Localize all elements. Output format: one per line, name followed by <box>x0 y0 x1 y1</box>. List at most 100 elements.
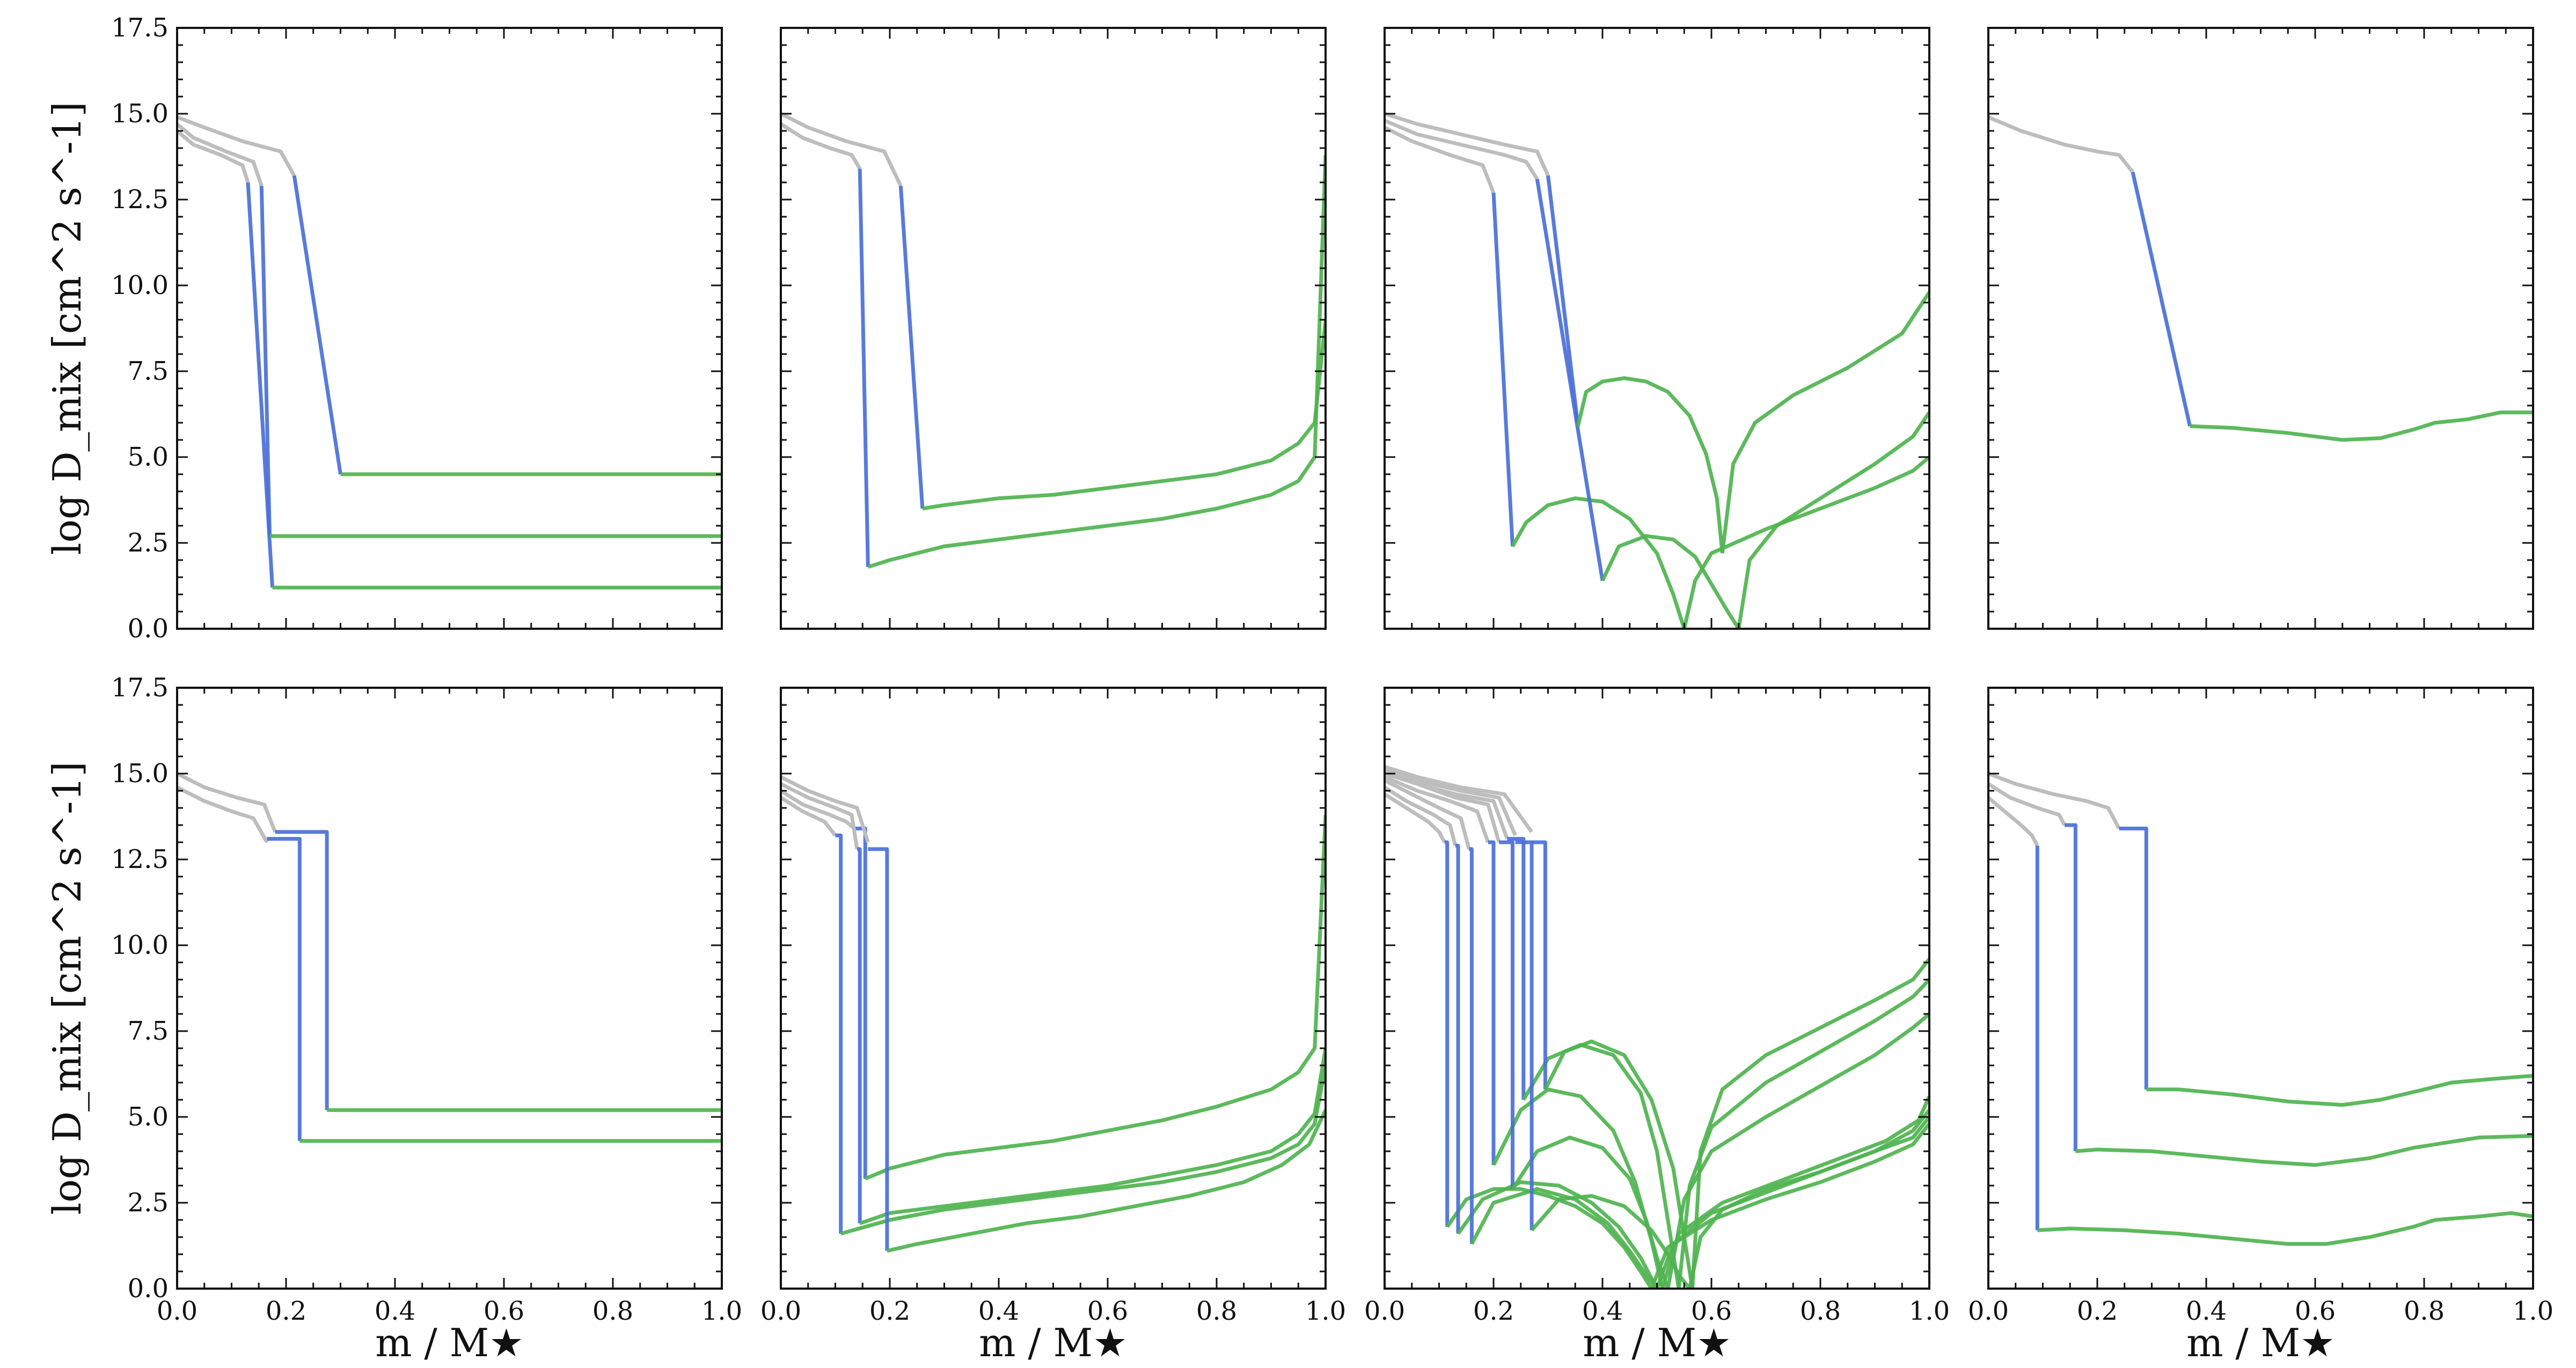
series-line-envelope_mixing-2 <box>867 155 1326 569</box>
series-line-overshoot-4 <box>898 186 925 509</box>
x-tick-label: 1.0 <box>2513 1296 2553 1326</box>
series-group <box>781 112 1326 569</box>
series-line-envelope_mixing-5 <box>922 319 1326 511</box>
y-tick-label: 7.5 <box>128 356 169 386</box>
series-line-overshoot-16 <box>1507 837 1526 1100</box>
series-line-envelope_mixing-23 <box>1543 1039 1694 1289</box>
x-tick-label: 0.4 <box>375 1296 415 1326</box>
panel-row1-col2 <box>780 27 1327 630</box>
y-tick-label: 2.5 <box>128 1188 169 1218</box>
x-tick-label: 0.6 <box>1087 1296 1128 1326</box>
series-line-overshoot-22 <box>1532 840 1547 1090</box>
series-line-envelope_mixing-28 <box>1677 978 1929 1289</box>
panel-row1-col1: 0.0 2.5 5.0 7.5 10.0 12.5 15.0 17.5 <box>111 13 723 644</box>
series-line-envelope-3 <box>177 122 264 187</box>
series-group <box>1385 764 1929 1289</box>
series-line-envelope_mixing-2 <box>2037 1211 2533 1246</box>
series-line-envelope-0 <box>1385 126 1496 194</box>
series-line-overshoot-1 <box>1444 840 1450 1227</box>
x-tick-label: 1.0 <box>1305 1296 1346 1326</box>
x-tick-label: 0.8 <box>592 1296 633 1326</box>
x-tick-label: 0.0 <box>1968 1296 2009 1326</box>
x-tick-label: 0.0 <box>1364 1296 1405 1326</box>
series-line-envelope_mixing-29 <box>1690 958 1929 1289</box>
panel-row1-col3 <box>1384 27 1930 630</box>
series-line-overshoot-1 <box>1491 193 1514 547</box>
series-line-envelope_mixing-8 <box>2146 1073 2533 1107</box>
series-line-envelope_mixing-8 <box>1470 1187 1659 1289</box>
y-tick-label: 12.5 <box>111 844 169 874</box>
series-line-envelope-15 <box>1385 771 1509 840</box>
series-line-overshoot-7 <box>2119 826 2148 1090</box>
series-group <box>1988 115 2533 442</box>
axes-frame <box>1987 27 2534 630</box>
panel-row2-col4: 0.0 0.2 0.4 0.6 0.8 1.0 <box>1968 687 2553 1326</box>
series-line-envelope-3 <box>781 789 856 830</box>
series-line-overshoot-7 <box>1469 847 1474 1244</box>
x-tick-label: 0.2 <box>2077 1296 2118 1326</box>
series-line-envelope-0 <box>1988 115 2134 173</box>
y-tick-label: 5.0 <box>128 1102 169 1132</box>
y-tick-label: 0.0 <box>128 614 169 644</box>
x-tick-label: 1.0 <box>1909 1296 1950 1326</box>
x-tick-label: 0.8 <box>2404 1296 2445 1326</box>
axes-frame <box>176 687 723 1290</box>
series-line-envelope-6 <box>177 115 296 176</box>
y-tick-label: 17.5 <box>111 13 169 43</box>
series-line-envelope-0 <box>781 122 862 170</box>
y-tick-label: 2.5 <box>128 528 169 558</box>
series-line-envelope-9 <box>1385 775 1490 843</box>
series-line-envelope_mixing-17 <box>1521 1043 1681 1289</box>
series-line-envelope_mixing-26 <box>1660 1095 1929 1289</box>
y-tick-label: 0.0 <box>128 1274 169 1304</box>
series-line-overshoot-10 <box>868 847 889 1251</box>
y-tick-label: 12.5 <box>111 185 169 215</box>
x-axis-label-col2: m / M★ <box>979 1320 1128 1365</box>
series-line-envelope_mixing-30 <box>1687 1115 1929 1289</box>
series-line-envelope-8 <box>1385 112 1550 176</box>
y-tick-label: 7.5 <box>128 1016 169 1046</box>
series-line-overshoot-1 <box>267 837 302 1141</box>
x-tick-label: 0.6 <box>484 1296 524 1326</box>
series-line-overshoot-4 <box>2065 823 2077 1151</box>
y-tick-label: 5.0 <box>128 442 169 472</box>
series-line-envelope-0 <box>1385 792 1446 843</box>
series-line-envelope-6 <box>1385 778 1471 850</box>
x-axis-label-col4: m / M★ <box>2186 1320 2335 1365</box>
series-line-envelope_mixing-5 <box>1457 1180 1659 1289</box>
series-line-envelope_mixing-2 <box>1445 1187 1653 1289</box>
y-tick-label: 17.5 <box>111 673 169 703</box>
series-line-overshoot-4 <box>259 186 272 536</box>
series-line-overshoot-5 <box>1535 179 1605 581</box>
series-line-envelope_mixing-2 <box>2190 410 2533 442</box>
series-line-envelope_mixing-14 <box>1511 1135 1670 1289</box>
x-tick-label: 0.2 <box>1473 1296 1514 1326</box>
axes-frame <box>176 27 723 630</box>
x-axis-label-col3: m / M★ <box>1583 1320 1731 1365</box>
y-tick-label: 10.0 <box>111 930 169 960</box>
x-tick-label: 1.0 <box>701 1296 742 1326</box>
x-tick-label: 0.4 <box>1582 1296 1623 1326</box>
x-tick-label: 0.4 <box>978 1296 1019 1326</box>
x-tick-label: 0.8 <box>1800 1296 1841 1326</box>
series-line-envelope-0 <box>1988 796 2039 847</box>
y-tick-label: 15.0 <box>111 759 169 789</box>
series-group <box>177 115 722 590</box>
series-line-envelope_mixing-20 <box>1530 1194 1692 1289</box>
series-line-overshoot-1 <box>2131 172 2192 427</box>
panel-row2-col2: 0.0 0.2 0.4 0.6 0.8 1.0 <box>760 687 1346 1326</box>
x-tick-label: 0.4 <box>2186 1296 2227 1326</box>
y-tick-label: 15.0 <box>111 99 169 129</box>
series-line-envelope-9 <box>781 775 870 843</box>
series-line-envelope_mixing-5 <box>2075 1134 2533 1167</box>
series-line-envelope_mixing-7 <box>1737 411 1929 629</box>
series-line-envelope-4 <box>1385 119 1539 180</box>
series-line-overshoot-1 <box>835 833 843 1234</box>
series-line-envelope_mixing-3 <box>1682 455 1929 629</box>
series-line-envelope_mixing-27 <box>1666 1012 1929 1289</box>
series-line-envelope_mixing-8 <box>859 1048 1326 1225</box>
series-group <box>1988 771 2533 1246</box>
panel-row1-col4 <box>1987 27 2534 630</box>
x-tick-label: 0.0 <box>760 1296 801 1326</box>
